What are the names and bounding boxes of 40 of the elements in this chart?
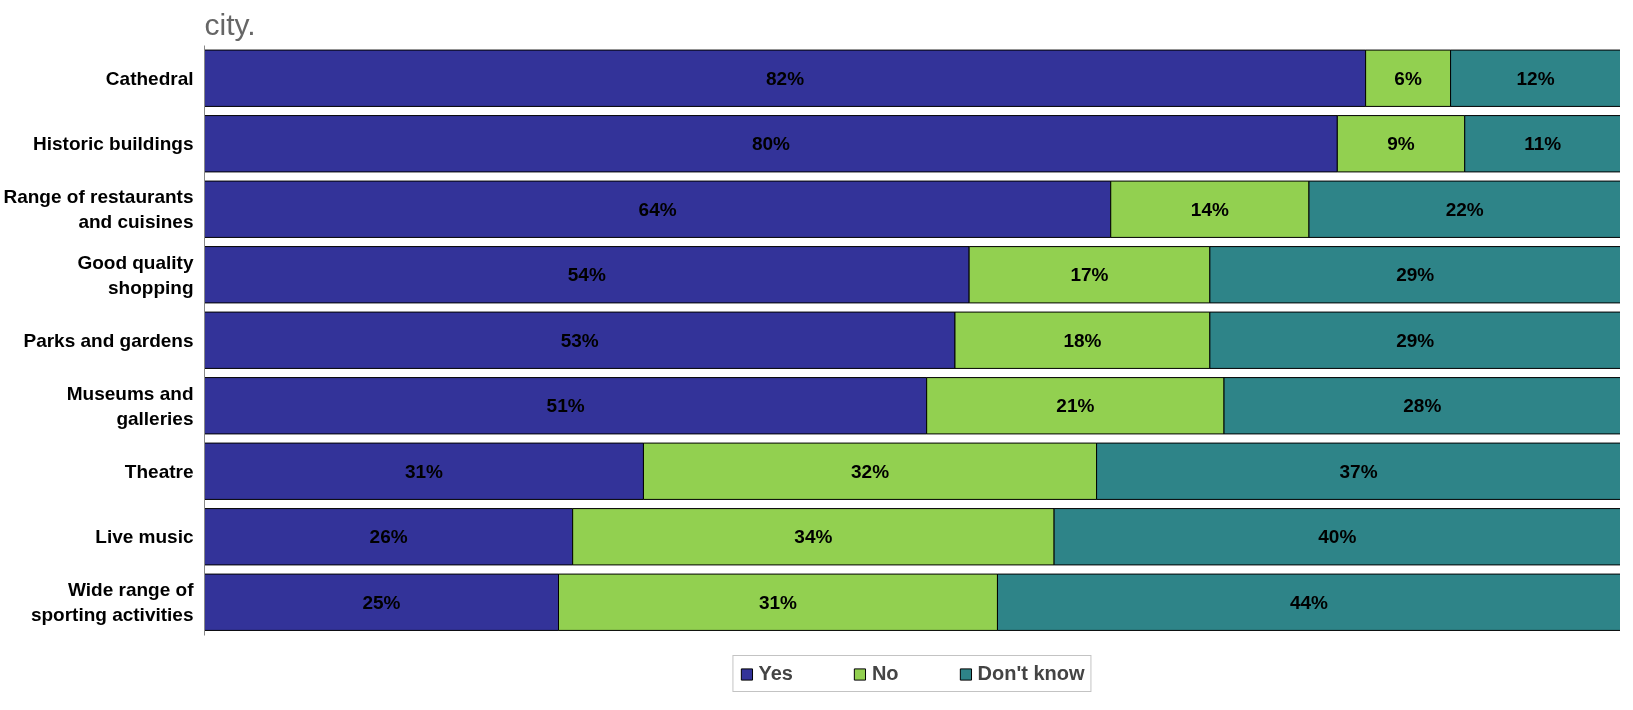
data-label: 6% [1394,67,1422,89]
data-label: 21% [1056,395,1095,417]
data-label: 22% [1445,198,1484,220]
y-tick-label: Museums and galleries [66,382,194,429]
y-tick-label: Historic buildings [33,133,194,155]
data-label: 17% [1070,264,1109,286]
y-tick-label: Range of restaurants and cuisines [3,186,194,233]
y-tick-label: Parks and gardens [23,329,194,351]
data-label: 29% [1396,329,1435,351]
data-label: 51% [546,395,585,417]
data-label: 40% [1318,526,1357,548]
text: city. [204,7,256,41]
legend-label: Yes [758,662,793,685]
y-tick-label: Good quality shopping [77,251,194,298]
data-label: 29% [1396,264,1435,286]
data-label: 82% [766,67,805,89]
y-tick-label: Wide range of sporting activities [30,579,195,626]
data-label: 26% [369,526,408,548]
data-label: 34% [794,526,833,548]
data-label: 37% [1339,460,1378,482]
data-label: 44% [1289,591,1329,613]
data-label: 25% [362,591,401,613]
data-label: 32% [851,460,890,482]
y-tick-label: Theatre [124,460,194,482]
data-label: 11% [1524,133,1562,155]
data-label: 53% [560,329,599,351]
data-label: 14% [1190,198,1229,220]
data-label: 9% [1387,133,1415,155]
y-tick-label: Live music [95,526,194,548]
data-label: 18% [1063,329,1102,351]
data-label: 64% [638,198,677,220]
y-tick-label: Cathedral [105,67,194,89]
data-label: 12% [1516,67,1555,89]
data-label: 54% [567,264,606,286]
data-label: 80% [751,133,791,155]
data-label: 28% [1403,395,1442,417]
data-label: 31% [404,460,444,482]
legend-label: Don't know [977,662,1085,685]
legend-label: No [871,662,899,685]
data-label: 31% [758,591,798,613]
